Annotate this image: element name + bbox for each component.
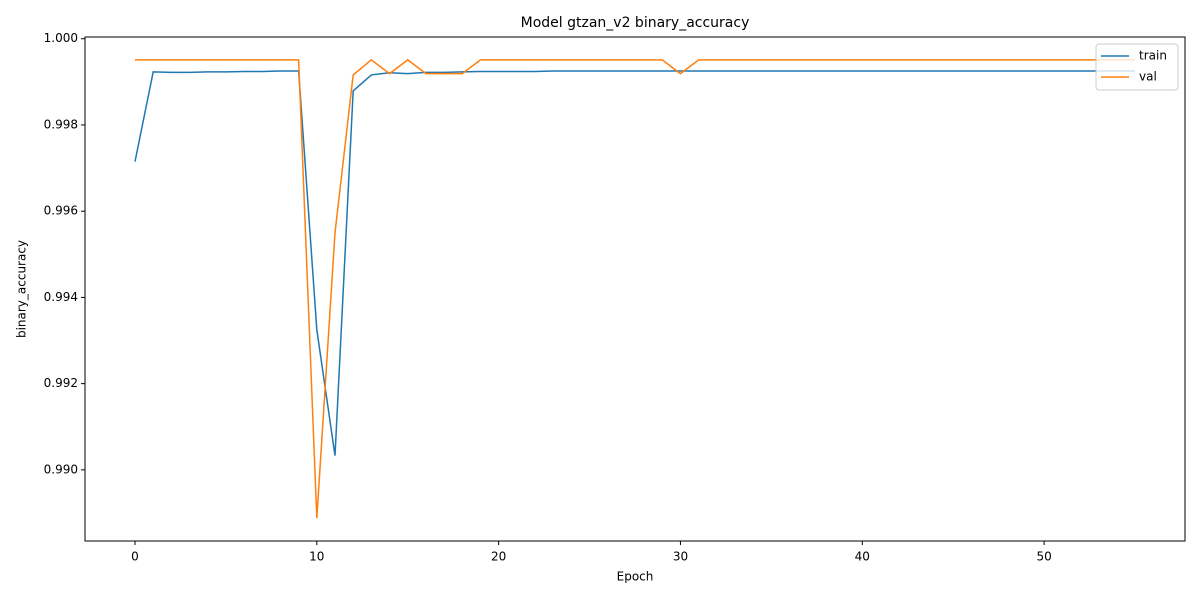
x-tick-label: 50 [1036,550,1051,564]
x-axis-label: Epoch [617,570,654,584]
y-tick-label: 1.000 [44,31,78,45]
y-tick-label: 0.996 [44,204,78,218]
line-series [135,58,1135,519]
x-tick-label: 30 [673,550,688,564]
plot-frame [84,36,1186,542]
legend-label: train [1139,49,1167,63]
y-axis-label: binary_accuracy [15,240,29,338]
x-tick-label: 10 [309,550,324,564]
y-tick-label: 0.994 [44,290,78,304]
x-tick-label: 40 [855,550,870,564]
y-tick-label: 0.992 [44,376,78,390]
legend-label: val [1139,70,1157,84]
x-tick-label: 0 [131,550,139,564]
x-tick-label: 20 [491,550,506,564]
chart-title: Model gtzan_v2 binary_accuracy [521,15,750,31]
line-series [134,70,1135,456]
y-tick-label: 0.990 [44,462,78,476]
y-tick-label: 0.998 [44,117,78,131]
